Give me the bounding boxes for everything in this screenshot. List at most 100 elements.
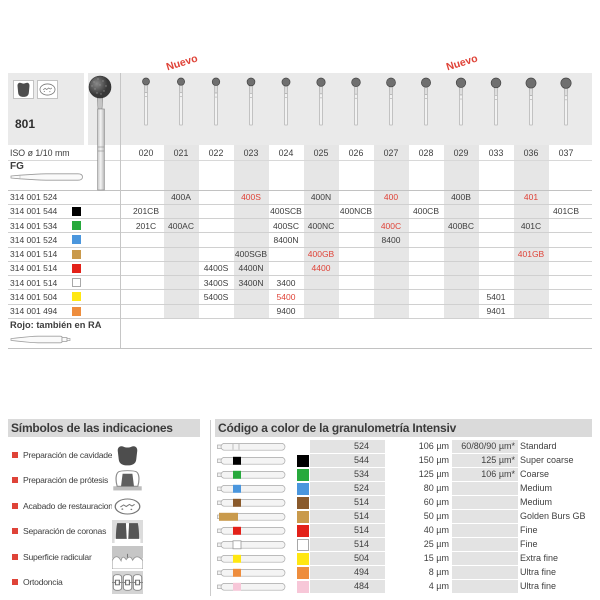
- grit-row: 514 40 µm Fine: [215, 524, 592, 538]
- grit-color-square: [297, 580, 309, 593]
- product-color-square: [72, 306, 81, 316]
- bur-code-cell: 400CB: [413, 206, 439, 217]
- row-divider: [8, 303, 592, 305]
- ra-shank-drawing: [10, 335, 71, 344]
- bur-code-cell: 401C: [520, 220, 542, 231]
- grit-grain-size: 60 µm: [423, 497, 449, 507]
- grit-name: Ultra fine: [520, 567, 557, 577]
- bur-code-cell: 400GB: [307, 249, 335, 259]
- product-row: 314 001 514 3400S 3400N 3400: [8, 276, 592, 291]
- grit-row: 514 50 µm Golden Burs GB: [215, 510, 592, 524]
- row-divider: [8, 275, 592, 276]
- grit-grain-size: 150 µm: [418, 455, 449, 465]
- bur-code-cell: 5401: [486, 291, 506, 302]
- grit-code: 524: [310, 440, 385, 453]
- symbol-label: Preparación de prótesis: [23, 475, 109, 486]
- grit-grain-size: 8 µm: [428, 567, 449, 577]
- symbol-bullet: [12, 528, 18, 535]
- bur-code-cell: 5400S: [203, 291, 229, 302]
- bur-code-cell: 4400S: [203, 263, 229, 274]
- bur-code-cell: 400: [383, 192, 399, 202]
- product-code: 314 001 514: [10, 249, 58, 259]
- iso-column-header: 022: [208, 147, 224, 158]
- grit-color-square: [297, 510, 309, 523]
- iso-column-header: 020: [138, 147, 154, 158]
- grit-bur-icon: [217, 582, 286, 591]
- symbol-label: Separación de coronas: [23, 526, 107, 537]
- symbols-section: Símbolos de las indicaciones Preparación…: [8, 418, 207, 600]
- iso-row-label: ISO ø 1/10 mm: [10, 148, 70, 158]
- grit-extra-size: [452, 510, 518, 523]
- iso-row-divider: [8, 160, 592, 161]
- grit-code: 544: [310, 454, 385, 467]
- grit-extra-size: [452, 580, 518, 593]
- bur-code-cell: 401: [523, 192, 539, 202]
- grit-row: 484 4 µm Ultra fine: [215, 580, 592, 594]
- iso-column-header: 036: [523, 147, 539, 158]
- iso-column-header: 024: [278, 147, 294, 158]
- grit-grain-size: 125 µm: [418, 469, 449, 479]
- iso-column-header: 021: [173, 147, 189, 158]
- symbol-bullet: [12, 579, 18, 585]
- grit-bur-icon: [217, 470, 286, 479]
- bur-code-cell: 401GB: [517, 249, 545, 259]
- iso-column-header: 029: [453, 147, 469, 158]
- grit-code: 514: [310, 510, 385, 523]
- cavity-prep-icon: [13, 80, 34, 99]
- grit-color-square: [297, 566, 309, 579]
- grit-code: 524: [310, 482, 385, 495]
- symbol-item: Superficie radicular: [8, 545, 207, 571]
- grit-bur-icon: [217, 526, 286, 535]
- grit-row: 544 150 µm 125 µm* Super coarse: [215, 454, 592, 468]
- label-column-divider: [120, 73, 121, 348]
- iso-column-header: 027: [383, 147, 399, 158]
- product-row: 314 001 504 5400S 5400 5401: [8, 290, 592, 305]
- product-color-square: [72, 221, 81, 231]
- bur-code-cell: 400BC: [448, 220, 474, 231]
- product-color-square: [72, 206, 81, 216]
- grit-name: Coarse: [520, 469, 550, 479]
- grit-code: 484: [310, 580, 385, 593]
- grit-grain-size: 106 µm: [418, 441, 449, 451]
- product-color-square: [72, 263, 81, 273]
- bur-series-table: 801 ISO ø 1/10 mm FG Rojo: también en RA…: [8, 53, 592, 352]
- bur-code-cell: 400C: [380, 220, 402, 231]
- symbols-title-bar: Símbolos de las indicaciones: [8, 419, 200, 437]
- grit-grain-size: 4 µm: [428, 581, 449, 591]
- restoration-finishing-icon: [37, 80, 58, 99]
- featured-bur-image: [88, 75, 112, 191]
- product-code: 314 001 504: [10, 291, 58, 302]
- bur-code-cell: 400SCB: [270, 206, 302, 217]
- grit-row: 514 25 µm Fine: [215, 538, 592, 552]
- crown-separation-icon: [112, 520, 143, 544]
- bur-code-cell: 9400: [276, 306, 296, 316]
- grit-color-square: [297, 524, 309, 537]
- product-code: 314 001 524: [10, 234, 58, 245]
- bur-code-cell: 4400: [311, 263, 331, 274]
- row-divider: [8, 317, 592, 319]
- bur-code-cell: 3400: [276, 277, 296, 288]
- grit-grain-size: 50 µm: [423, 511, 449, 521]
- grit-bur-icon: [217, 568, 286, 577]
- symbols-title: Símbolos de las indicaciones: [11, 421, 173, 435]
- bur-code-cell: 8400N: [273, 234, 299, 245]
- grit-code: 494: [310, 566, 385, 579]
- iso-column-header: 037: [558, 147, 574, 158]
- footer-note: Rojo: también en RA: [10, 319, 102, 330]
- product-row: 314 001 494 9400 9401: [8, 304, 592, 319]
- row-divider: [8, 246, 592, 248]
- symbol-item: Acabado de restauraciones: [8, 494, 207, 520]
- product-code: 314 001 514: [10, 263, 58, 274]
- grit-code: 514: [310, 524, 385, 537]
- bur-code-cell: 400SGB: [234, 249, 268, 259]
- grit-color-square: [297, 482, 309, 495]
- grit-name: Medium: [520, 497, 553, 507]
- bur-code-cell: 400AC: [168, 220, 194, 231]
- iso-column-header: 023: [243, 147, 259, 158]
- row-divider: [8, 289, 592, 291]
- bur-code-cell: 400NC: [307, 220, 335, 231]
- grit-extra-size: [452, 496, 518, 509]
- grit-row: 534 125 µm 106 µm* Coarse: [215, 468, 592, 482]
- grit-name: Standard: [520, 441, 557, 451]
